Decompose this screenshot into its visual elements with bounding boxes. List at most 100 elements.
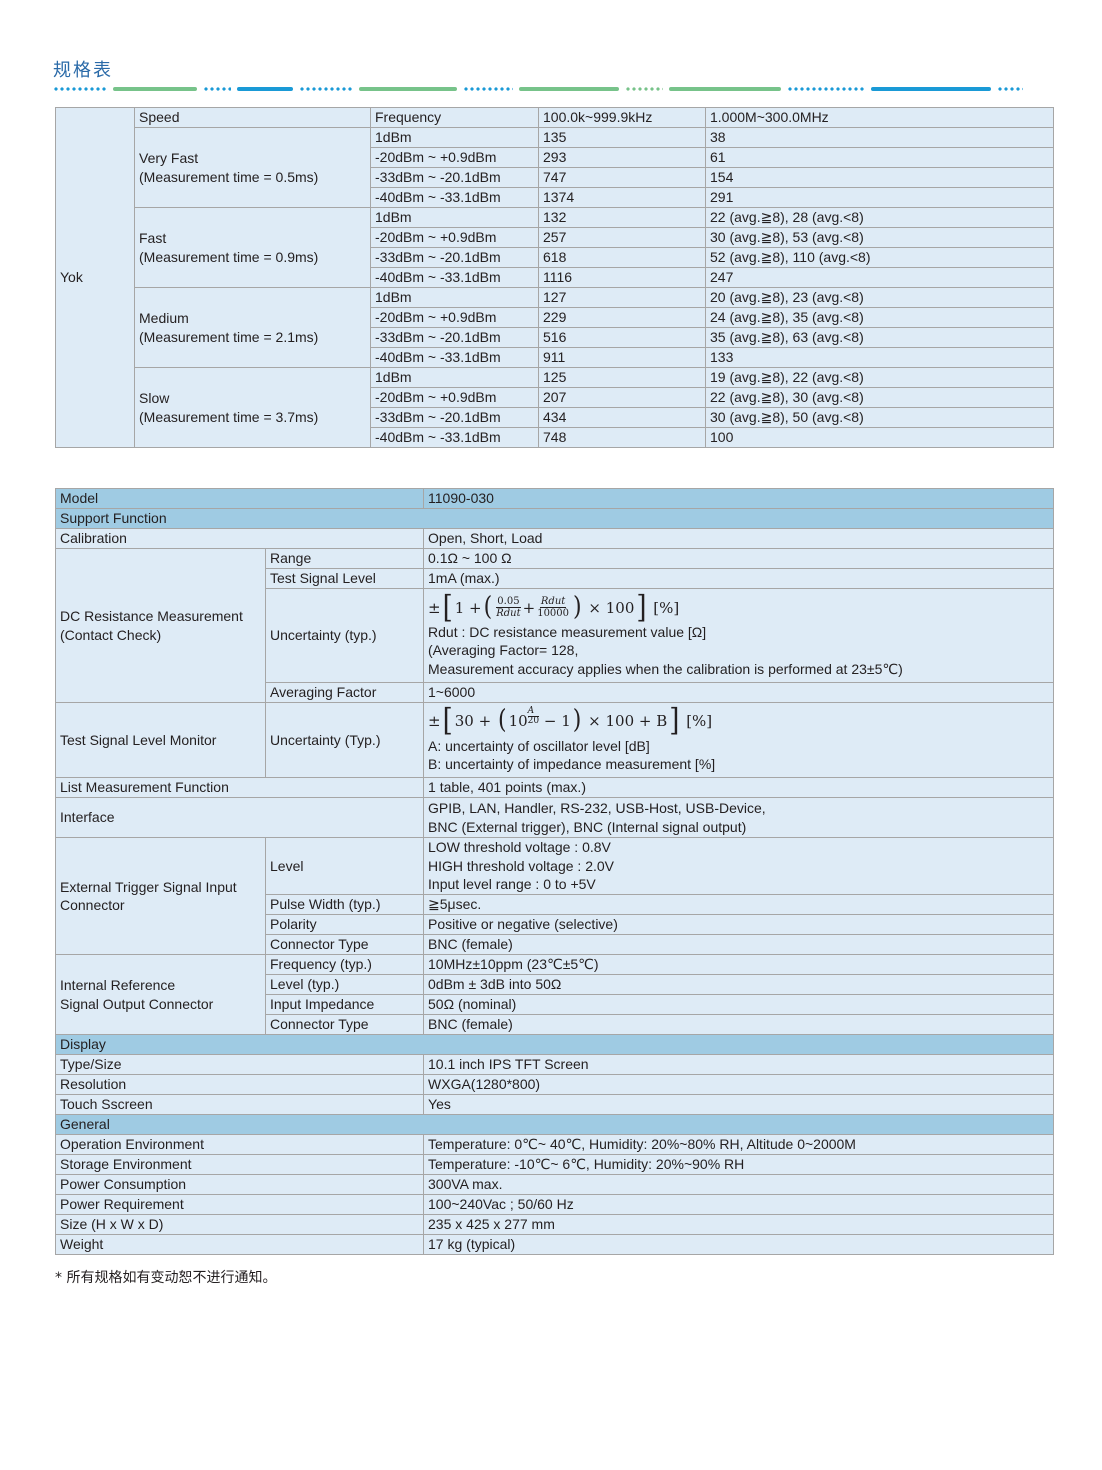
spec-label: Connector Type	[264, 934, 425, 955]
spec-value: Positive or negative (selective)	[423, 914, 1055, 935]
table-row: DC Resistance Measurement (Contact Check)…	[55, 548, 1055, 703]
group-label: Yok	[55, 107, 135, 448]
spec-value: GPIB, LAN, Handler, RS-232, USB-Host, US…	[423, 797, 1055, 838]
spec-value: BNC (female)	[423, 1014, 1055, 1035]
spec-label: Test Signal Level	[264, 568, 425, 589]
level-range: -33dBm ~ -20.1dBm	[370, 167, 539, 188]
table-row: -20dBm ~ +0.9dBm 229 24 (avg.≧8), 35 (avg.…	[56, 307, 1054, 328]
table-row: -33dBm ~ -20.1dBm 618 52 (avg.≧8), 110 (av…	[56, 247, 1054, 268]
value-band1: 1116	[538, 267, 706, 288]
spec-value: 1~6000	[423, 682, 1055, 703]
table-row: Uncertainty (typ.) ±[1 +( 0.05 Rdut + Rdu…	[56, 588, 1055, 683]
spec-value: Yes	[423, 1094, 1055, 1115]
uncertainty-formula: ±[1 +( 0.05 Rdut + Rdut 10000 ) × 100] [%]	[428, 589, 680, 626]
spec-value: 10.1 inch IPS TFT Screen	[423, 1054, 1055, 1075]
speed-mode: Medium (Measurement time = 2.1ms)	[134, 287, 371, 368]
value-band2: 20 (avg.≧8), 23 (avg.<8)	[705, 287, 1054, 308]
table-row: Input Impedance 50Ω (nominal)	[56, 994, 1055, 1015]
value-band1: 747	[538, 167, 706, 188]
text-line: Rdut : DC resistance measurement value […	[428, 623, 707, 640]
spec-label: Model	[54, 488, 425, 509]
value-band1: 1374	[538, 187, 706, 208]
spec-value: 0.1Ω ~ 100 Ω	[423, 548, 1055, 569]
value-band2: 38	[705, 127, 1054, 148]
value-band2: 35 (avg.≧8), 63 (avg.<8)	[705, 327, 1054, 348]
level-range: -40dBm ~ -33.1dBm	[370, 267, 539, 288]
table-row: Operation Environment Temperature: 0℃~ 40…	[54, 1134, 1055, 1155]
spec-value: BNC (female)	[423, 934, 1055, 955]
spec-label: Touch Sscreen	[54, 1094, 425, 1115]
spec-table: Model 11090-030 Support Function Calibrat…	[54, 488, 1055, 1255]
decorative-divider	[53, 86, 1056, 91]
level-range: 1dBm	[370, 207, 539, 228]
section-header: Display	[54, 1034, 1055, 1055]
level-range: 1dBm	[370, 367, 539, 388]
level-range: -33dBm ~ -20.1dBm	[370, 247, 539, 268]
table-row: -20dBm ~ +0.9dBm 257 30 (avg.≧8), 53 (avg.…	[56, 227, 1054, 248]
value-band1: 516	[538, 327, 706, 348]
table-row: Storage Environment Temperature: -10℃~ 6℃…	[54, 1154, 1055, 1175]
spec-label: Type/Size	[54, 1054, 425, 1075]
speed-mode: Slow (Measurement time = 3.7ms)	[134, 367, 371, 448]
table-row: Power Consumption 300VA max.	[54, 1174, 1055, 1195]
table-row: Size (H x W x D) 235 x 425 x 277 mm	[54, 1214, 1055, 1235]
level-range: -20dBm ~ +0.9dBm	[370, 307, 539, 328]
table-row: -40dBm ~ -33.1dBm 911 133	[56, 347, 1054, 368]
spec-label: Polarity	[264, 914, 425, 935]
column-header-band1: 100.0k~999.9kHz	[538, 107, 706, 128]
speed-mode-note: (Measurement time = 0.9ms)	[139, 248, 319, 265]
table-row: -40dBm ~ -33.1dBm 748 100	[56, 427, 1054, 448]
level-range: -33dBm ~ -20.1dBm	[370, 407, 539, 428]
spec-value: Temperature: 0℃~ 40℃, Humidity: 20%~80% …	[423, 1134, 1055, 1155]
table-row: Test Signal Level 1mA (max.)	[56, 568, 1055, 589]
table-row: Power Requirement 100~240Vac ; 50/60 Hz	[54, 1194, 1055, 1215]
value-band1: 132	[538, 207, 706, 228]
spec-label: Power Requirement	[54, 1194, 425, 1215]
spec-value: Open, Short, Load	[423, 528, 1055, 549]
table-row: Medium (Measurement time = 2.1ms) 1dBm 127 2…	[56, 287, 1054, 368]
table-row: Type/Size 10.1 inch IPS TFT Screen	[54, 1054, 1055, 1075]
page-title: 规格表	[53, 60, 113, 81]
label-line: (Contact Check)	[60, 626, 162, 643]
spec-value: 17 kg (typical)	[423, 1234, 1055, 1255]
speed-mode: Very Fast (Measurement time = 0.5ms)	[134, 127, 371, 208]
table-row: Interface GPIB, LAN, Handler, RS-232, US…	[54, 797, 1055, 838]
table-row: Fast (Measurement time = 0.9ms) 1dBm 132 22 …	[56, 207, 1054, 288]
level-range: -20dBm ~ +0.9dBm	[370, 227, 539, 248]
spec-label: Calibration	[54, 528, 425, 549]
label-line: External Trigger Signal Input	[60, 878, 237, 895]
spec-value: LOW threshold voltage : 0.8V HIGH thresho…	[423, 837, 1055, 895]
spec-group-label: External Trigger Signal Input Connector	[55, 837, 266, 955]
value-band2: 52 (avg.≧8), 110 (avg.<8)	[705, 247, 1054, 268]
spec-label: Frequency (typ.)	[264, 954, 425, 975]
spec-label: Level (typ.)	[264, 974, 425, 995]
speed-table: Yok Speed Frequency 100.0k~999.9kHz 1.000M~3…	[55, 107, 1054, 448]
spec-value: Temperature: -10℃~ 6℃, Humidity: 20%~90%…	[423, 1154, 1055, 1175]
spec-label: Range	[264, 548, 425, 569]
value-band2: 133	[705, 347, 1054, 368]
table-row: Internal Reference Signal Output Connecto…	[55, 954, 1055, 1035]
spec-label: Uncertainty (typ.)	[264, 588, 425, 683]
value-band2: 30 (avg.≧8), 53 (avg.<8)	[705, 227, 1054, 248]
spec-label: List Measurement Function	[54, 777, 425, 798]
table-row: -40dBm ~ -33.1dBm 1116 247	[56, 267, 1054, 288]
column-header-frequency: Frequency	[370, 107, 539, 128]
level-range: -20dBm ~ +0.9dBm	[370, 147, 539, 168]
spec-label: Averaging Factor	[264, 682, 425, 703]
table-row: Calibration Open, Short, Load	[54, 528, 1055, 549]
section-header: Support Function	[54, 508, 1055, 529]
spec-group-label: DC Resistance Measurement (Contact Check)	[55, 548, 266, 703]
value-band2: 19 (avg.≧8), 22 (avg.<8)	[705, 367, 1054, 388]
table-row: Slow (Measurement time = 3.7ms) 1dBm 125 19 …	[56, 367, 1054, 448]
text-line: GPIB, LAN, Handler, RS-232, USB-Host, US…	[428, 800, 766, 816]
value-band2: 154	[705, 167, 1054, 188]
spec-label: Size (H x W x D)	[54, 1214, 425, 1235]
speed-mode-name: Slow	[139, 390, 170, 406]
table-row: Very Fast (Measurement time = 0.5ms) 1dBm 1…	[56, 127, 1054, 208]
spec-label: Interface	[54, 797, 425, 838]
spec-label: Weight	[54, 1234, 425, 1255]
label-line: Internal Reference	[60, 977, 176, 993]
value-band1: 293	[538, 147, 706, 168]
table-header-row: Yok Speed Frequency 100.0k~999.9kHz 1.000M~3…	[55, 107, 1054, 448]
value-band2: 22 (avg.≧8), 30 (avg.<8)	[705, 387, 1054, 408]
